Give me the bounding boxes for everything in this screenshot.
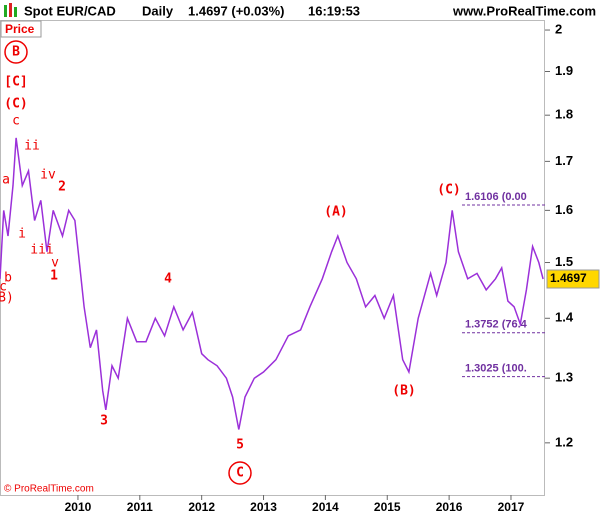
annotation: (C) [437,183,460,198]
copyright: © ProRealTime.com [4,484,94,495]
annotation: (B) [392,384,415,399]
chart-title: Spot EUR/CAD [24,3,116,18]
annotation: c [0,280,7,295]
annotation: (A) [324,205,347,220]
fib-label: 1.3025 (100. [465,363,527,375]
icon [9,3,12,17]
annotation: c [12,114,20,129]
annotation: B) [0,291,14,306]
x-tick-label: 2013 [250,500,277,514]
last-price: 1.4697 [550,271,587,285]
annotation: C [236,466,244,481]
annotation: a [2,173,10,188]
panel-label: Price [5,22,35,36]
annotation: (C) [4,97,27,112]
x-tick-label: 2015 [374,500,401,514]
last-price-box [546,269,600,289]
y-tick-label: 1.3 [555,370,573,385]
panel-label-box [0,20,42,38]
price-line [0,137,544,430]
source: www.ProRealTime.com [452,3,596,18]
y-tick-label: 2 [555,21,562,36]
y-tick-label: 1.8 [555,107,573,122]
y-tick-label: 1.7 [555,153,573,168]
y-tick-label: 1.6 [555,202,573,217]
annotation: 4 [164,272,172,287]
icon [4,5,7,17]
y-tick-label: 1.5 [555,254,573,269]
y-tick-label: 1.4 [555,310,574,325]
y-tick-label: 1.2 [555,434,573,449]
annotation: B [12,45,20,60]
annotation: iv [40,168,56,183]
x-tick-label: 2012 [188,500,215,514]
annotation-circle [228,461,252,485]
y-tick-label: 1.9 [555,63,573,78]
x-tick-label: 2014 [312,500,339,514]
annotation: v [51,256,59,271]
annotation-circle [4,40,28,64]
fib-label: 1.3752 (76.4 [465,319,528,331]
annotation: b [4,271,12,286]
annotation: ii [24,139,40,154]
x-tick-label: 2017 [498,500,525,514]
quote: 1.4697 (+0.03%) [188,3,284,18]
annotation: 5 [236,438,244,453]
annotation: 3 [100,414,108,429]
annotation: i [18,227,26,242]
x-tick-label: 2016 [436,500,463,514]
period: Daily [142,3,174,18]
x-tick-label: 2010 [65,500,92,514]
annotation: [C] [4,75,27,90]
fib-label: 1.6106 (0.00 [465,191,527,203]
time: 16:19:53 [308,3,360,18]
x-tick-label: 2011 [127,500,153,514]
annotation: 2 [58,180,66,195]
icon [14,7,17,17]
annotation: 1 [50,269,58,284]
annotation: iii [30,243,53,258]
